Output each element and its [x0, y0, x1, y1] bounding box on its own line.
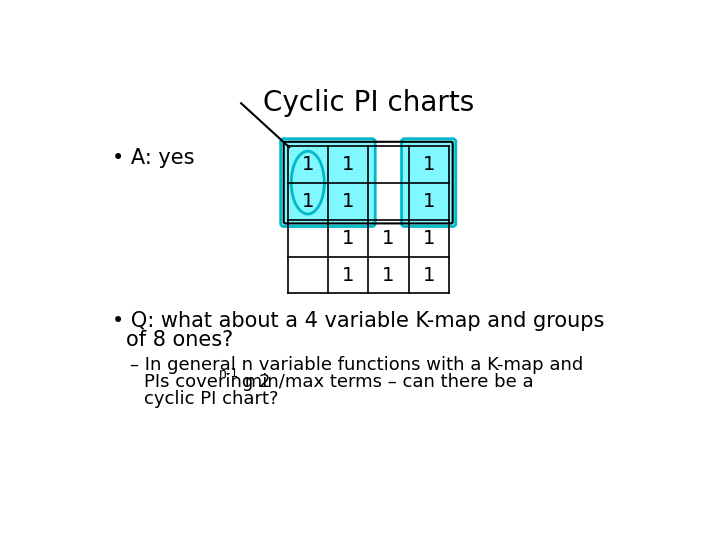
Text: min/max terms – can there be a: min/max terms – can there be a — [239, 373, 534, 391]
Text: • Q: what about a 4 variable K-map and groups: • Q: what about a 4 variable K-map and g… — [112, 311, 604, 331]
Text: 1: 1 — [423, 154, 435, 174]
Text: 1: 1 — [302, 192, 314, 211]
Text: 1: 1 — [342, 192, 354, 211]
Text: of 8 ones?: of 8 ones? — [126, 330, 233, 350]
Text: cyclic PI chart?: cyclic PI chart? — [144, 390, 279, 408]
Text: Cyclic PI charts: Cyclic PI charts — [264, 90, 474, 117]
Text: 1: 1 — [342, 266, 354, 285]
Text: 1: 1 — [423, 266, 435, 285]
Text: 1: 1 — [423, 228, 435, 247]
Text: 1: 1 — [342, 228, 354, 247]
Text: PIs covering 2: PIs covering 2 — [144, 373, 271, 391]
Text: 1: 1 — [382, 266, 395, 285]
Text: 1: 1 — [382, 228, 395, 247]
FancyBboxPatch shape — [281, 139, 375, 226]
Text: 1: 1 — [423, 192, 435, 211]
Text: n-1: n-1 — [219, 367, 239, 380]
Text: 1: 1 — [302, 154, 314, 174]
FancyBboxPatch shape — [402, 139, 456, 226]
Text: – In general n variable functions with a K-map and: – In general n variable functions with a… — [130, 356, 583, 374]
Text: 1: 1 — [342, 154, 354, 174]
Text: • A: yes: • A: yes — [112, 148, 194, 168]
